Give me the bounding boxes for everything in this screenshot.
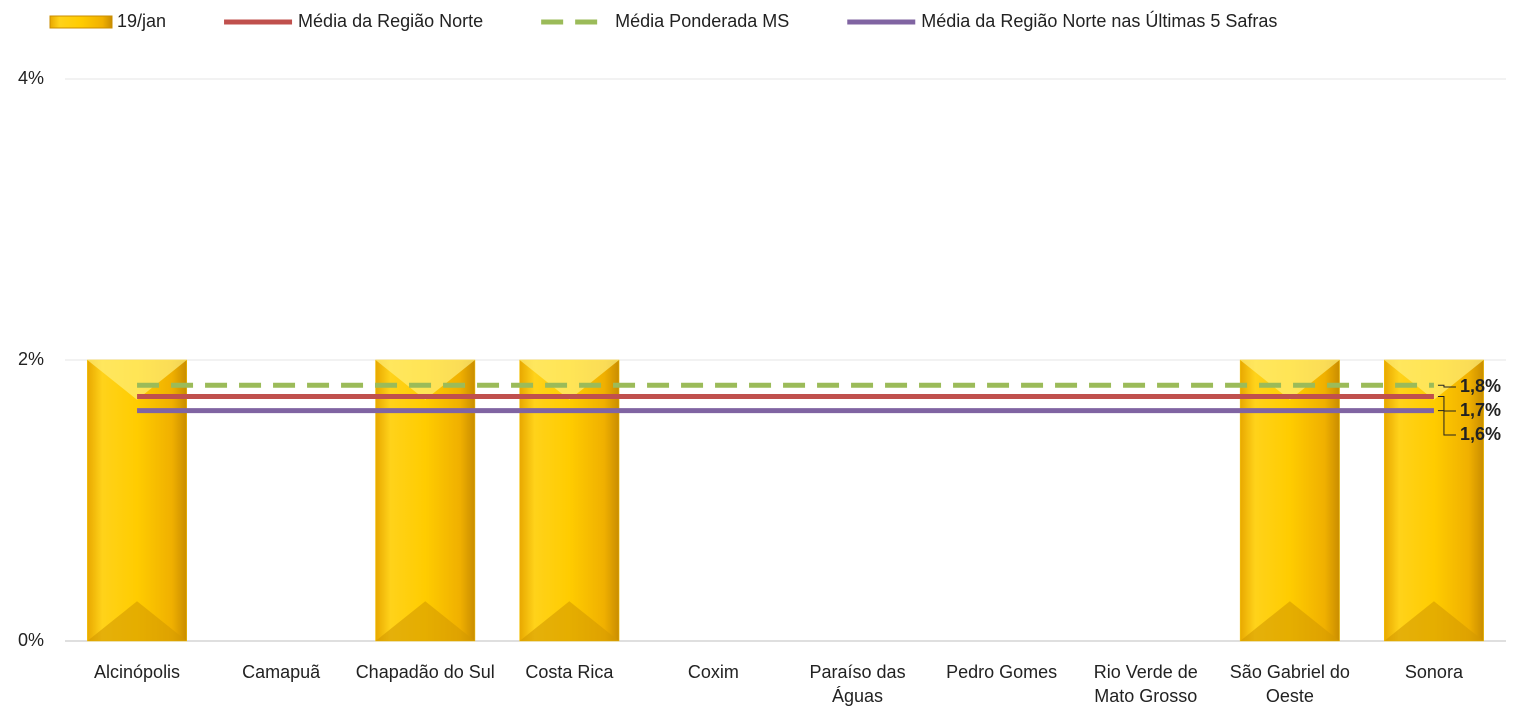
- value-label: 1,7%: [1460, 400, 1501, 420]
- x-tick-label: Sonora: [1404, 662, 1463, 682]
- bar-bevel: [87, 601, 187, 641]
- bar-bevel: [375, 360, 475, 400]
- bar-bevel: [1384, 601, 1484, 641]
- legend-label: 19/jan: [117, 11, 166, 31]
- bar-bevel: [519, 601, 620, 641]
- x-tick-label: Coxim: [687, 662, 739, 682]
- x-tick-label: São Gabriel do Oeste: [1229, 662, 1350, 706]
- x-tick-label: Pedro Gomes: [946, 662, 1058, 682]
- x-tick-label: Costa Rica: [525, 662, 614, 682]
- y-tick-label: 2%: [18, 349, 44, 369]
- bar-bevel: [519, 360, 620, 400]
- value-label: 1,6%: [1460, 424, 1501, 444]
- bar: [375, 359, 476, 642]
- leader-line: [1437, 410, 1456, 436]
- y-tick-label: 0%: [18, 630, 44, 650]
- legend-label: Média Ponderada MS: [615, 11, 789, 31]
- x-tick-label: Alcinópolis: [94, 662, 181, 682]
- bar-bevel: [1384, 360, 1484, 400]
- bar-bevel: [375, 601, 475, 641]
- bar: [1239, 359, 1340, 642]
- y-tick-label: 4%: [18, 68, 44, 88]
- leader-line: [1437, 396, 1456, 412]
- x-tick-label: Chapadão do Sul: [355, 662, 495, 682]
- value-label: 1,8%: [1460, 376, 1501, 396]
- x-tick-label: Camapuã: [242, 662, 321, 682]
- bar-bevel: [1240, 360, 1340, 400]
- x-tick-label: Rio Verde de Mato Grosso: [1093, 662, 1198, 706]
- legend-swatch: [49, 15, 113, 29]
- bar-bevel: [87, 360, 187, 400]
- x-tick-label: Paraíso das Águas: [809, 662, 906, 706]
- bar-bevel: [1240, 601, 1340, 641]
- bar: [1383, 359, 1484, 642]
- legend-label: Média da Região Norte nas Últimas 5 Safr…: [921, 10, 1277, 31]
- leader-line: [1437, 384, 1456, 388]
- bar: [519, 359, 620, 642]
- bar: [87, 359, 188, 642]
- legend-label: Média da Região Norte: [298, 11, 483, 31]
